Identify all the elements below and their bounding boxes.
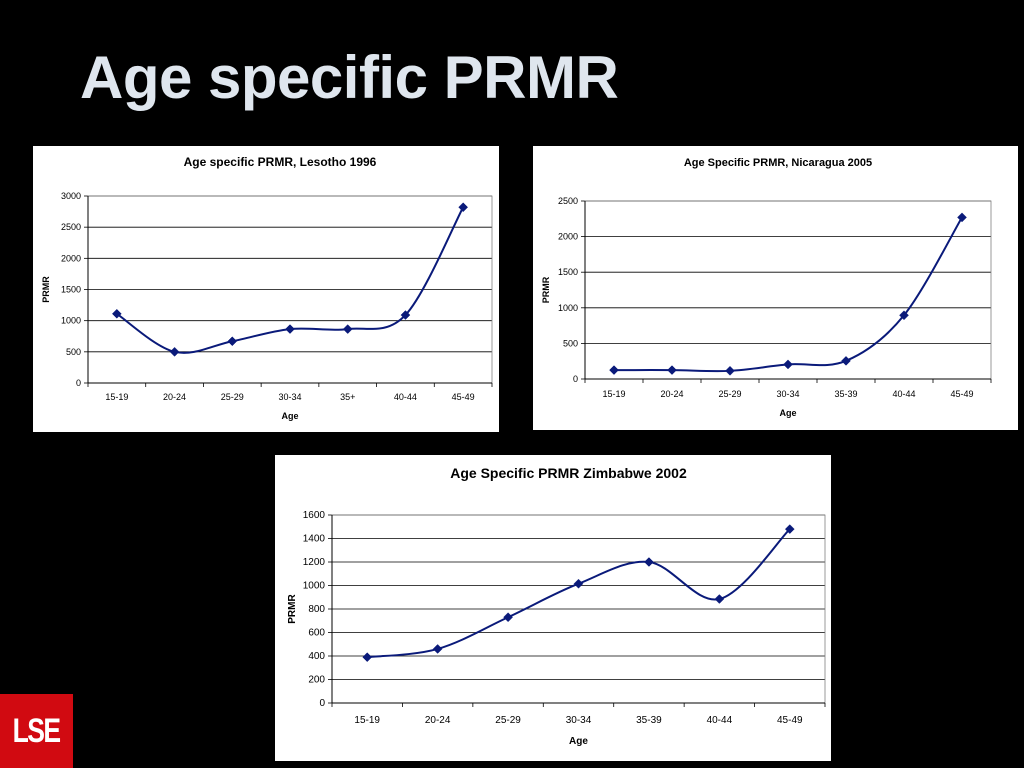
y-tick-label: 500 <box>66 347 81 357</box>
series-line <box>613 216 963 373</box>
y-tick-label: 1000 <box>303 581 326 592</box>
y-tick-label: 800 <box>308 604 325 615</box>
chart-zimbabwe-svg: Age Specific PRMR Zimbabwe 2002 0 200 400 60… <box>287 465 826 747</box>
x-tick-label: 35-39 <box>834 389 857 399</box>
data-point-marker <box>400 310 411 320</box>
x-tick-label: 40-44 <box>892 389 915 399</box>
x-tick-label: 30-34 <box>776 389 799 399</box>
x-tick-label: 25-29 <box>221 392 244 402</box>
y-tick-label: 200 <box>308 675 325 686</box>
y-tick-label: 1000 <box>61 316 81 326</box>
data-point-marker <box>342 324 353 334</box>
x-tick-label: 20-24 <box>660 389 683 399</box>
chart-nicaragua-svg: Age Specific PRMR, Nicaragua 2005 0 500 100… <box>541 157 992 418</box>
y-axis-label: PRMR <box>541 276 551 303</box>
data-point-marker <box>169 346 180 357</box>
chart-title: Age Specific PRMR, Nicaragua 2005 <box>684 157 872 169</box>
x-tick-label: 15-19 <box>354 715 380 726</box>
x-tick-label: 20-24 <box>425 715 451 726</box>
chart-zimbabwe: Age Specific PRMR Zimbabwe 2002 0 200 400 60… <box>275 455 831 761</box>
data-point-marker <box>644 557 654 567</box>
x-tick-label: 35+ <box>340 392 355 402</box>
y-tick-label: 1500 <box>61 285 81 295</box>
x-tick-label: 45-49 <box>452 392 475 402</box>
data-point-marker <box>573 578 584 589</box>
y-tick-label: 3000 <box>61 191 81 201</box>
data-point-marker <box>503 612 513 623</box>
x-tick-label: 40-44 <box>394 392 417 402</box>
data-point-marker <box>432 644 443 654</box>
x-tick-label: 45-49 <box>950 389 973 399</box>
y-axis-label: PRMR <box>287 594 298 624</box>
x-tick-label: 30-34 <box>566 715 592 726</box>
data-point-marker <box>957 212 967 223</box>
lse-logo: LSE <box>0 694 73 768</box>
data-point-marker <box>285 324 295 334</box>
y-tick-label: 2000 <box>558 232 578 242</box>
y-tick-label: 2500 <box>558 196 578 206</box>
y-tick-label: 0 <box>319 698 325 709</box>
y-tick-label: 1500 <box>558 267 578 277</box>
y-tick-label: 2500 <box>61 222 81 232</box>
x-axis-label: Age <box>281 411 298 421</box>
data-point-marker <box>667 365 677 375</box>
x-tick-label: 20-24 <box>163 392 186 402</box>
data-point-marker <box>458 202 468 213</box>
x-tick-label: 35-39 <box>636 715 662 726</box>
data-point-marker <box>112 308 122 319</box>
x-tick-label: 15-19 <box>602 389 625 399</box>
x-tick-label: 25-29 <box>495 715 521 726</box>
x-tick-label: 40-44 <box>707 715 733 726</box>
slide-title: Age specific PRMR <box>80 44 619 111</box>
lse-logo-text: LSE <box>13 711 61 750</box>
y-axis-label: PRMR <box>41 276 51 303</box>
x-tick-label: 25-29 <box>718 389 741 399</box>
chart-lesotho: Age specific PRMR, Lesotho 1996 0 500 1000 1… <box>33 146 499 432</box>
x-tick-label: 15-19 <box>105 392 128 402</box>
y-tick-label: 500 <box>563 338 578 348</box>
y-tick-label: 400 <box>308 651 325 662</box>
data-point-marker <box>784 524 795 534</box>
data-point-marker <box>714 594 725 604</box>
y-tick-label: 1200 <box>303 557 326 568</box>
y-tick-label: 2000 <box>61 253 81 263</box>
data-point-marker <box>841 355 851 366</box>
data-point-marker <box>362 652 373 663</box>
chart-lesotho-svg: Age specific PRMR, Lesotho 1996 0 500 1000 1… <box>41 155 493 421</box>
chart-title: Age Specific PRMR Zimbabwe 2002 <box>450 465 687 481</box>
x-axis-label: Age <box>569 736 588 747</box>
plot-area <box>584 200 992 380</box>
y-tick-label: 0 <box>76 378 81 388</box>
data-point-marker <box>783 359 793 370</box>
y-tick-label: 600 <box>308 628 325 639</box>
x-tick-label: 45-49 <box>777 715 803 726</box>
y-tick-label: 1400 <box>303 534 326 545</box>
data-point-marker <box>899 310 909 321</box>
y-tick-label: 1600 <box>303 510 326 521</box>
data-point-marker <box>609 365 619 375</box>
data-point-marker <box>227 336 238 347</box>
x-tick-label: 30-34 <box>278 392 301 402</box>
chart-nicaragua: Age Specific PRMR, Nicaragua 2005 0 500 100… <box>533 146 1018 430</box>
chart-title: Age specific PRMR, Lesotho 1996 <box>184 155 377 169</box>
series-line <box>367 528 791 659</box>
x-axis-label: Age <box>779 408 796 418</box>
data-point-marker <box>725 365 735 376</box>
y-tick-label: 0 <box>573 374 578 384</box>
y-tick-label: 1000 <box>558 303 578 313</box>
